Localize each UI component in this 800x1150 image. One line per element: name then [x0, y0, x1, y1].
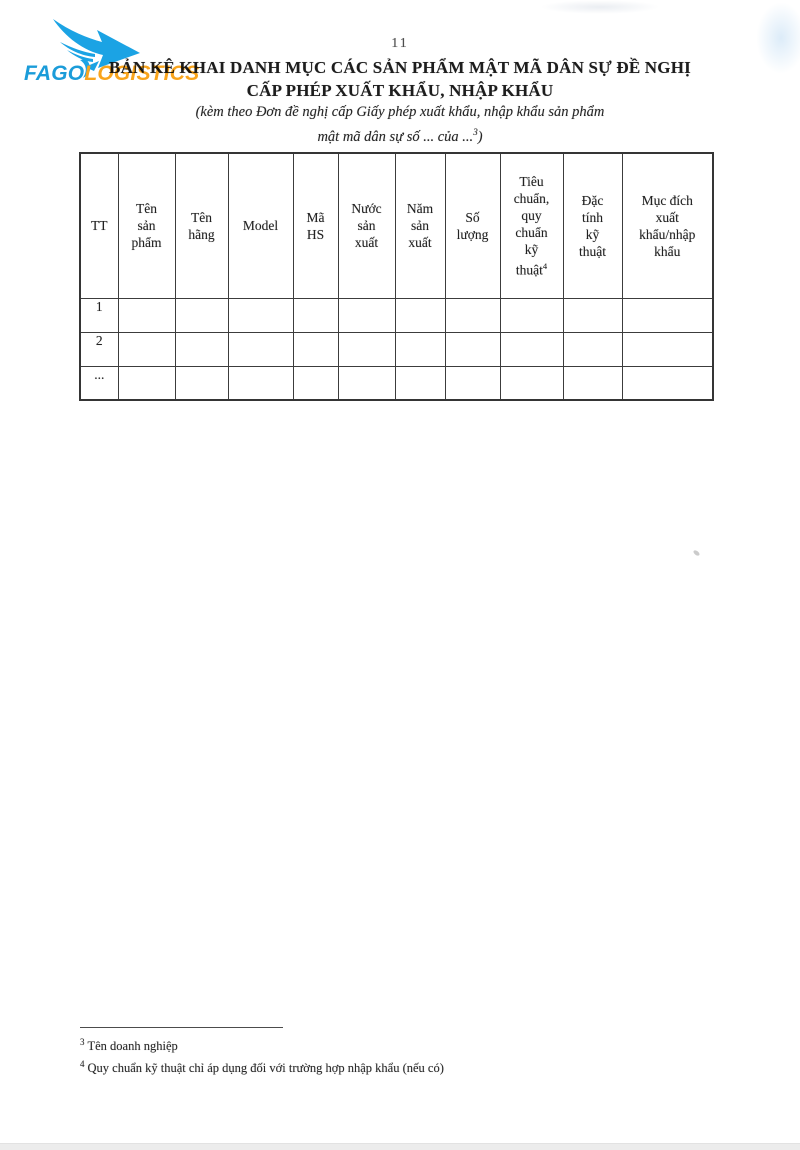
- document-title-line2: CẤP PHÉP XUẤT KHẨU, NHẬP KHẨU: [246, 81, 554, 100]
- table-cell: [499, 365, 564, 401]
- table-cell: [562, 365, 623, 401]
- row-index-cell: ...: [79, 365, 119, 401]
- scan-bottom-edge: [0, 1143, 800, 1150]
- document-subtitle-line1: (kèm theo Đơn đề nghị cấp Giấy phép xuất…: [195, 104, 605, 120]
- col-header-dac-tinh: Đặc tính kỹ thuật: [562, 152, 623, 299]
- swoosh-arrow-icon: [53, 19, 140, 78]
- col-header-tt: TT: [79, 152, 119, 299]
- table-cell: [444, 331, 501, 367]
- table-cell: [444, 365, 501, 401]
- document-title-line1: BẢN KÊ KHAI DANH MỤC CÁC SẢN PHẨM MẬT MÃ…: [109, 58, 691, 77]
- subtitle-close-paren: ): [477, 128, 483, 145]
- table-cell: [444, 297, 501, 333]
- table-cell: [227, 365, 294, 401]
- table-cell: [117, 365, 176, 401]
- footnote-2-ref: 4: [80, 1058, 85, 1069]
- footnote-divider: [80, 1027, 283, 1028]
- table-cell: [227, 297, 294, 333]
- table-cell: [621, 297, 714, 333]
- table-cell: [117, 297, 176, 333]
- subtitle-text: mật mã dân sự số ... của ...: [317, 128, 474, 145]
- document-title: BẢN KÊ KHAI DANH MỤC CÁC SẢN PHẨM MẬT MÃ…: [0, 56, 800, 102]
- table-cell: [117, 331, 176, 367]
- logo-text-logistics: LOGISTICS: [84, 62, 200, 85]
- scan-smudge: [540, 0, 660, 14]
- table-cell: [499, 331, 564, 367]
- table-cell: [337, 331, 396, 367]
- table-cell: [174, 297, 229, 333]
- table-cell: [621, 331, 714, 367]
- document-subtitle: (kèm theo Đơn đề nghị cấp Giấy phép xuất…: [0, 102, 800, 147]
- table-cell: [292, 365, 339, 401]
- col-header-model: Model: [227, 152, 294, 299]
- footnotes: 3 Tên doanh nghiệp 4 Quy chuẩn kỹ thuật ch…: [80, 1027, 444, 1077]
- logo-text-fago: FAGO: [24, 62, 85, 85]
- col-header-ten-hang: Tên hãng: [174, 152, 229, 299]
- declaration-table: TT Tên sản phẩm Tên hãng Model Mã HS Nướ…: [79, 152, 714, 401]
- table-cell: [292, 297, 339, 333]
- table-cell: [174, 331, 229, 367]
- table-cell: [174, 365, 229, 401]
- table-cell: [394, 331, 446, 367]
- table-cell: [337, 297, 396, 333]
- page-number: 11: [391, 36, 409, 51]
- table-cell: [621, 365, 714, 401]
- col-header-ten-san-pham: Tên sản phẩm: [117, 152, 176, 299]
- document-subtitle-line2: mật mã dân sự số ... của ...3): [0, 122, 800, 147]
- logo-text: FAGOLOGISTICS: [24, 62, 199, 86]
- table-cell: [292, 331, 339, 367]
- subtitle-footnote-ref: 3: [473, 127, 478, 137]
- col-header-nam-san-xuat: Năm sản xuất: [394, 152, 446, 299]
- declaration-table-wrap: TT Tên sản phẩm Tên hãng Model Mã HS Nướ…: [79, 152, 714, 401]
- table-cell: [394, 297, 446, 333]
- row-index-cell: 2: [79, 331, 119, 367]
- footnote-1-text: Tên doanh nghiệp: [87, 1039, 178, 1054]
- table-header-row: TT Tên sản phẩm Tên hãng Model Mã HS Nướ…: [79, 152, 714, 299]
- scan-speck: [692, 549, 701, 557]
- footnote-2-text: Quy chuẩn kỹ thuật chỉ áp dụng đối với t…: [87, 1060, 444, 1075]
- col-header-footnote-ref: 4: [542, 261, 548, 271]
- footnote-2: 4 Quy chuẩn kỹ thuật chỉ áp dụng đối với …: [80, 1056, 444, 1078]
- table-cell: [562, 297, 623, 333]
- table-cell: [337, 365, 396, 401]
- col-header-muc-dich: Mục đích xuất khẩu/nhập khẩu: [621, 152, 714, 299]
- col-header-nuoc-san-xuat: Nước sản xuất: [337, 152, 396, 299]
- row-index-cell: 1: [79, 297, 119, 333]
- table-row: ...: [79, 365, 714, 401]
- table-cell: [394, 365, 446, 401]
- col-header-ma-hs: Mã HS: [292, 152, 339, 299]
- table-cell: [562, 331, 623, 367]
- footnote-1-ref: 3: [80, 1037, 85, 1047]
- col-header-so-luong: Số lượng: [444, 152, 501, 299]
- col-header-tieu-chuan: Tiêu chuẩn, quy chuẩn kỹ thuật4: [499, 152, 564, 299]
- table-row: 1: [79, 297, 714, 333]
- fago-logistics-logo: FAGOLOGISTICS: [24, 16, 199, 100]
- table-cell: [227, 331, 294, 367]
- table-row: 2: [79, 331, 714, 367]
- footnote-1: 3 Tên doanh nghiệp: [80, 1034, 444, 1056]
- table-cell: [499, 297, 564, 333]
